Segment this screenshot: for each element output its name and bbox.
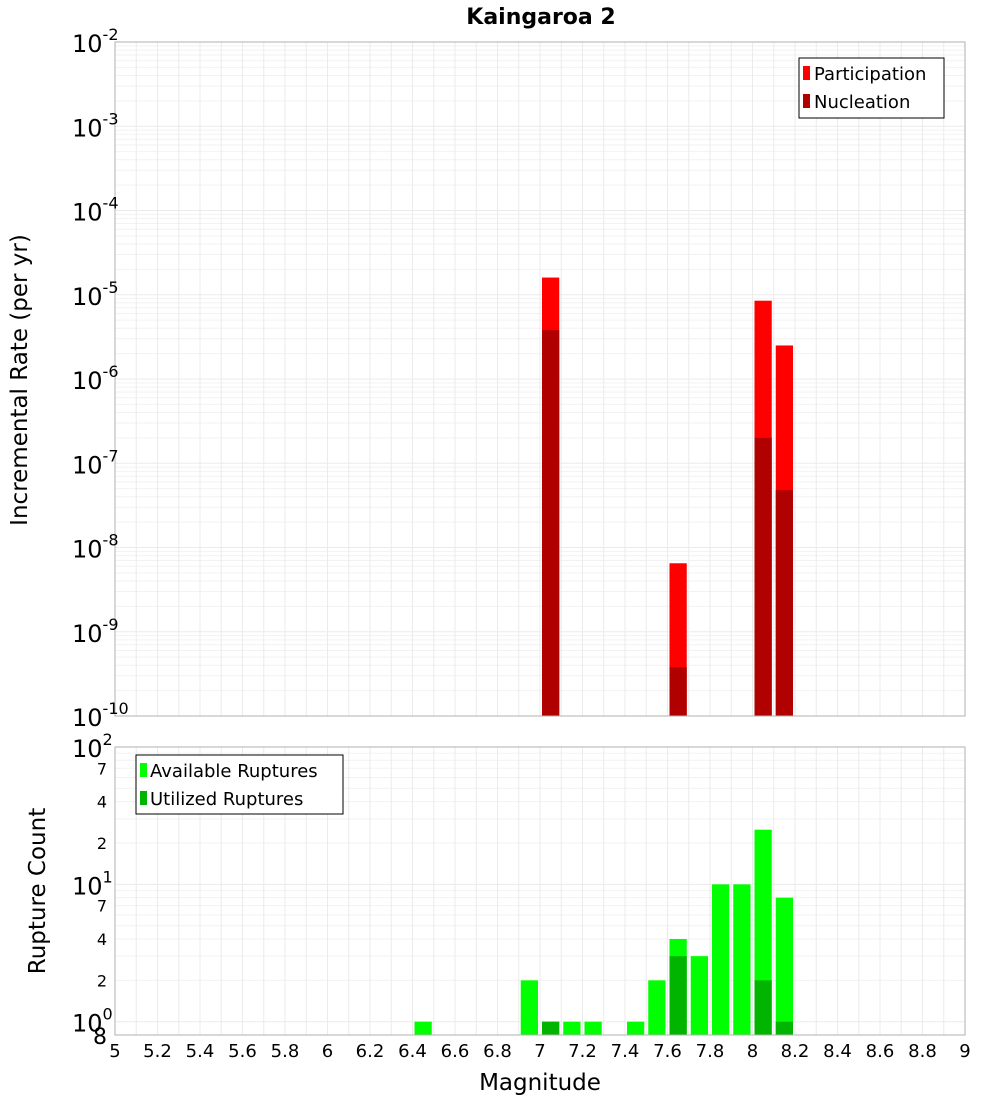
count-gridlines [114,746,966,1035]
nucleation-bar [775,490,793,716]
rate-y-axis-label: Incremental Rate (per yr) [7,234,33,526]
count-y-tick-label: 100 [72,1005,113,1038]
magnitude-tick-label: 7.8 [696,1041,725,1062]
available-ruptures-bar [584,1021,602,1035]
magnitude-tick-label: 6.2 [356,1041,385,1062]
magnitude-tick-label: 5.8 [271,1041,300,1062]
rate-y-tick-label: 10-5 [72,278,119,311]
rate-y-tick-label: 10-2 [72,25,119,58]
count-legend: Available Ruptures Utilized Ruptures [135,754,344,815]
magnitude-tick-label: 5.2 [143,1041,172,1062]
magnitude-tick-label: 5.4 [186,1041,215,1062]
utilized-ruptures-bar [754,980,772,1035]
rate-y-tick-label: 10-4 [72,194,119,227]
magnitude-tick-labels: 5 5.2 5.4 5.6 5.8 6 6.2 6.4 6.6 6.8 7 7.2 7.4 7.6 7.8 8… [109,1041,970,1062]
utilized-ruptures-bar [669,956,687,1035]
count-y-tick-label: 102 [72,730,113,763]
count-plot-frame [114,746,966,1036]
available-ruptures-bar [414,1021,432,1035]
rate-y-tick-label: 10-9 [72,615,119,648]
rate-gridlines [114,41,966,717]
available-ruptures-bar [775,897,793,1035]
available-ruptures-bar [563,1021,581,1035]
rate-y-tick-labels: 10-10 10-9 10-8 10-7 10-6 10-5 10-4 10-3 10-2 [72,25,129,732]
magnitude-tick-label: 6.4 [398,1041,427,1062]
count-y-tick-label: 4 [97,793,107,812]
count-y-tick-label: 4 [97,930,107,949]
count-y-tick-label: 101 [72,867,113,900]
available-ruptures-bar [712,884,730,1035]
rate-legend-box [798,57,945,119]
utilized-ruptures-bar [542,1021,560,1035]
count-legend-box [135,754,344,815]
legend-swatch-nucleation [803,94,810,108]
count-y-axis-label: Rupture Count [25,808,51,974]
rate-legend: Participation Nucleation [798,57,945,119]
magnitude-tick-label: 5.6 [228,1041,257,1062]
legend-swatch-available [140,763,147,777]
legend-label-nucleation: Nucleation [814,92,910,113]
legend-swatch-utilized [140,791,147,805]
magnitude-tick-label: 5 [109,1041,120,1062]
nucleation-bar [669,667,687,716]
magnitude-tick-label: 8.2 [781,1041,810,1062]
magnitude-tick-label: 9 [959,1041,970,1062]
magnitude-tick-label: 7.6 [653,1041,682,1062]
count-y-tick-label: 2 [97,971,107,990]
rate-y-tick-label: 10-6 [72,362,119,395]
chart-title: Kaingaroa 2 [466,5,615,30]
legend-swatch-participation [803,66,810,80]
rate-y-tick-label: 10-8 [72,531,119,564]
rate-plot-frame [114,41,966,717]
magnitude-tick-label: 8.6 [866,1041,895,1062]
count-bars [414,829,793,1035]
count-y-tick-label: 2 [97,834,107,853]
magnitude-tick-label: 7.2 [568,1041,597,1062]
magnitude-tick-label: 8 [747,1041,758,1062]
nucleation-bar [542,330,560,716]
available-ruptures-bar [520,980,538,1035]
magnitude-tick-label: 6.8 [483,1041,512,1062]
available-ruptures-bar [627,1021,645,1035]
magnitude-tick-label: 6.6 [441,1041,470,1062]
rate-y-tick-label: 10-7 [72,446,119,479]
x-axis-label: Magnitude [479,1070,601,1096]
legend-label-available: Available Ruptures [150,761,318,782]
rate-bars [542,277,793,716]
count-y-tick-label: 7 [97,759,107,778]
magnitude-tick-label: 6 [322,1041,333,1062]
legend-label-utilized: Utilized Ruptures [150,789,303,810]
available-ruptures-bar [648,980,666,1035]
rate-y-tick-label: 10-10 [72,699,129,732]
magnitude-tick-label: 7.4 [611,1041,640,1062]
rate-panel: 10-10 10-9 10-8 10-7 10-6 10-5 10-4 10-3 10-2 In… [7,25,966,732]
legend-label-participation: Participation [814,64,926,85]
count-y-axis-min-label: 8 [93,1025,107,1050]
magnitude-tick-label: 7 [534,1041,545,1062]
available-ruptures-bar [733,884,751,1035]
magnitude-tick-label: 8.8 [908,1041,937,1062]
available-ruptures-bar [690,956,708,1035]
utilized-ruptures-bar [775,1021,793,1035]
nucleation-bar [754,437,772,716]
rate-y-tick-label: 10-3 [72,109,119,142]
count-y-tick-label: 7 [97,897,107,916]
magnitude-tick-label: 8.4 [823,1041,852,1062]
